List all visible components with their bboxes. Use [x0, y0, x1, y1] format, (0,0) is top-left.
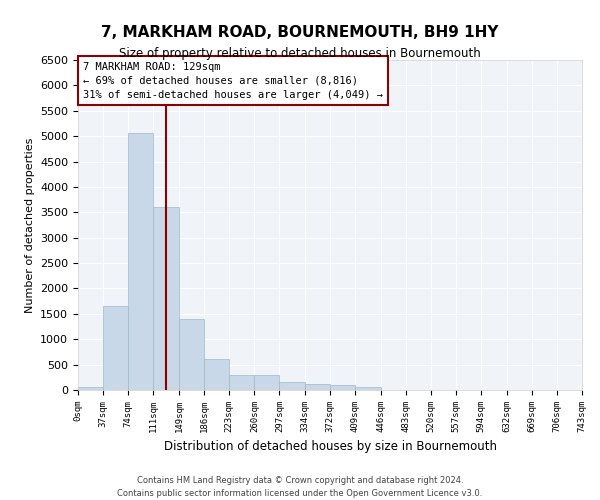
Bar	[78, 387, 103, 390]
Bar	[153, 207, 179, 390]
Y-axis label: Number of detached properties: Number of detached properties	[25, 138, 35, 312]
Text: Contains HM Land Registry data © Crown copyright and database right 2024.
Contai: Contains HM Land Registry data © Crown c…	[118, 476, 482, 498]
Bar	[331, 386, 355, 390]
Bar	[128, 132, 153, 390]
Bar	[355, 388, 380, 390]
Text: 7, MARKHAM ROAD, BOURNEMOUTH, BH9 1HY: 7, MARKHAM ROAD, BOURNEMOUTH, BH9 1HY	[101, 25, 499, 40]
Bar	[229, 375, 254, 390]
Bar	[103, 306, 128, 390]
Bar	[179, 319, 204, 390]
X-axis label: Distribution of detached houses by size in Bournemouth: Distribution of detached houses by size …	[163, 440, 497, 454]
Bar	[305, 384, 331, 390]
Text: Size of property relative to detached houses in Bournemouth: Size of property relative to detached ho…	[119, 48, 481, 60]
Text: 7 MARKHAM ROAD: 129sqm
← 69% of detached houses are smaller (8,816)
31% of semi-: 7 MARKHAM ROAD: 129sqm ← 69% of detached…	[83, 62, 383, 100]
Bar	[254, 375, 280, 390]
Bar	[280, 382, 305, 390]
Bar	[204, 359, 229, 390]
